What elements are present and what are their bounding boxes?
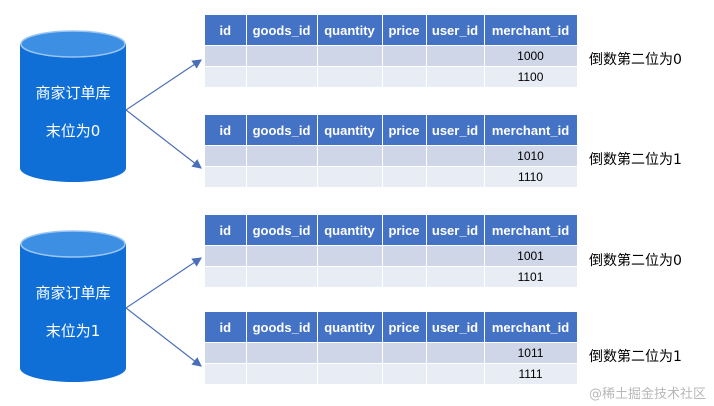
column-header-price: price: [382, 215, 427, 246]
database-icon: [20, 30, 126, 182]
column-header-id: id: [205, 215, 247, 246]
table-row: 1000: [205, 45, 578, 67]
table-row: 1110: [205, 166, 578, 187]
column-header-goods-id: goods_id: [246, 15, 318, 46]
table-row: 1101: [205, 266, 578, 287]
column-header-user-id: user_id: [426, 115, 485, 146]
connector-arrow-2: [125, 109, 202, 169]
database-label-line1: 商家订单库: [35, 284, 111, 302]
merchant-id-cell: 1111: [484, 363, 578, 384]
column-header-id: id: [205, 15, 247, 46]
database-cylinder-2: 商家订单库 末位为1: [20, 230, 126, 382]
column-header-id: id: [205, 115, 247, 146]
column-header-merchant-id: merchant_id: [484, 215, 578, 246]
table-row: 1001: [205, 245, 578, 267]
table-row: 1100: [205, 66, 578, 87]
watermark: @稀土掘金技术社区: [588, 387, 706, 402]
column-header-user-id: user_id: [426, 15, 485, 46]
order-table-3: id goods_id quantity price user_id merch…: [205, 215, 578, 287]
database-icon: [20, 230, 126, 382]
database-label-line2: 末位为0: [45, 122, 101, 140]
table-row: 1111: [205, 363, 578, 384]
table-note-1: 倒数第二位为0: [589, 52, 682, 68]
column-header-goods-id: goods_id: [246, 312, 318, 343]
column-header-quantity: quantity: [317, 215, 383, 246]
column-header-merchant-id: merchant_id: [484, 115, 578, 146]
order-table-4: id goods_id quantity price user_id merch…: [205, 312, 578, 384]
database-label-line2: 末位为1: [45, 322, 101, 340]
merchant-id-cell: 1100: [484, 66, 578, 87]
column-header-quantity: quantity: [317, 15, 383, 46]
table-note-2: 倒数第二位为1: [589, 152, 682, 168]
database-cylinder-1: 商家订单库 末位为0: [20, 30, 126, 182]
merchant-id-cell: 1011: [484, 342, 578, 364]
order-table-1: id goods_id quantity price user_id merch…: [205, 15, 578, 87]
connector-arrow-1: [125, 59, 202, 111]
column-header-price: price: [382, 115, 427, 146]
column-header-quantity: quantity: [317, 115, 383, 146]
connector-arrow-4: [125, 307, 202, 367]
table-note-4: 倒数第二位为1: [589, 349, 682, 365]
column-header-goods-id: goods_id: [246, 115, 318, 146]
connector-arrow-3: [125, 257, 202, 309]
column-header-quantity: quantity: [317, 312, 383, 343]
table-row: 1011: [205, 342, 578, 364]
order-table-2: id goods_id quantity price user_id merch…: [205, 115, 578, 187]
column-header-user-id: user_id: [426, 312, 485, 343]
merchant-id-cell: 1000: [484, 45, 578, 67]
merchant-id-cell: 1010: [484, 145, 578, 167]
merchant-id-cell: 1101: [484, 266, 578, 287]
column-header-merchant-id: merchant_id: [484, 312, 578, 343]
table-note-3: 倒数第二位为0: [589, 253, 682, 269]
database-label-line1: 商家订单库: [35, 84, 111, 102]
column-header-price: price: [382, 15, 427, 46]
table-row: 1010: [205, 145, 578, 167]
column-header-merchant-id: merchant_id: [484, 15, 578, 46]
merchant-id-cell: 1110: [484, 166, 578, 187]
column-header-goods-id: goods_id: [246, 215, 318, 246]
column-header-user-id: user_id: [426, 215, 485, 246]
column-header-price: price: [382, 312, 427, 343]
merchant-id-cell: 1001: [484, 245, 578, 267]
column-header-id: id: [205, 312, 247, 343]
